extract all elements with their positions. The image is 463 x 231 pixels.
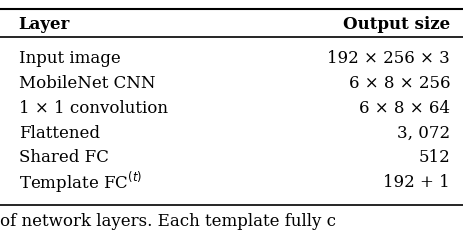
Text: 3, 072: 3, 072 [396,124,449,141]
Text: MobileNet CNN: MobileNet CNN [19,75,155,91]
Text: Shared FC: Shared FC [19,149,108,166]
Text: Flattened: Flattened [19,124,100,141]
Text: of network layers. Each template fully c: of network layers. Each template fully c [0,212,335,229]
Text: Input image: Input image [19,50,120,67]
Text: Template FC$^{(t)}$: Template FC$^{(t)}$ [19,169,142,195]
Text: Layer: Layer [19,15,70,33]
Text: 192 × 256 × 3: 192 × 256 × 3 [326,50,449,67]
Text: 192 + 1: 192 + 1 [382,173,449,190]
Text: 6 × 8 × 256: 6 × 8 × 256 [348,75,449,91]
Text: Output size: Output size [342,15,449,33]
Text: 1 × 1 convolution: 1 × 1 convolution [19,99,167,116]
Text: 512: 512 [418,149,449,166]
Text: 6 × 8 × 64: 6 × 8 × 64 [358,99,449,116]
